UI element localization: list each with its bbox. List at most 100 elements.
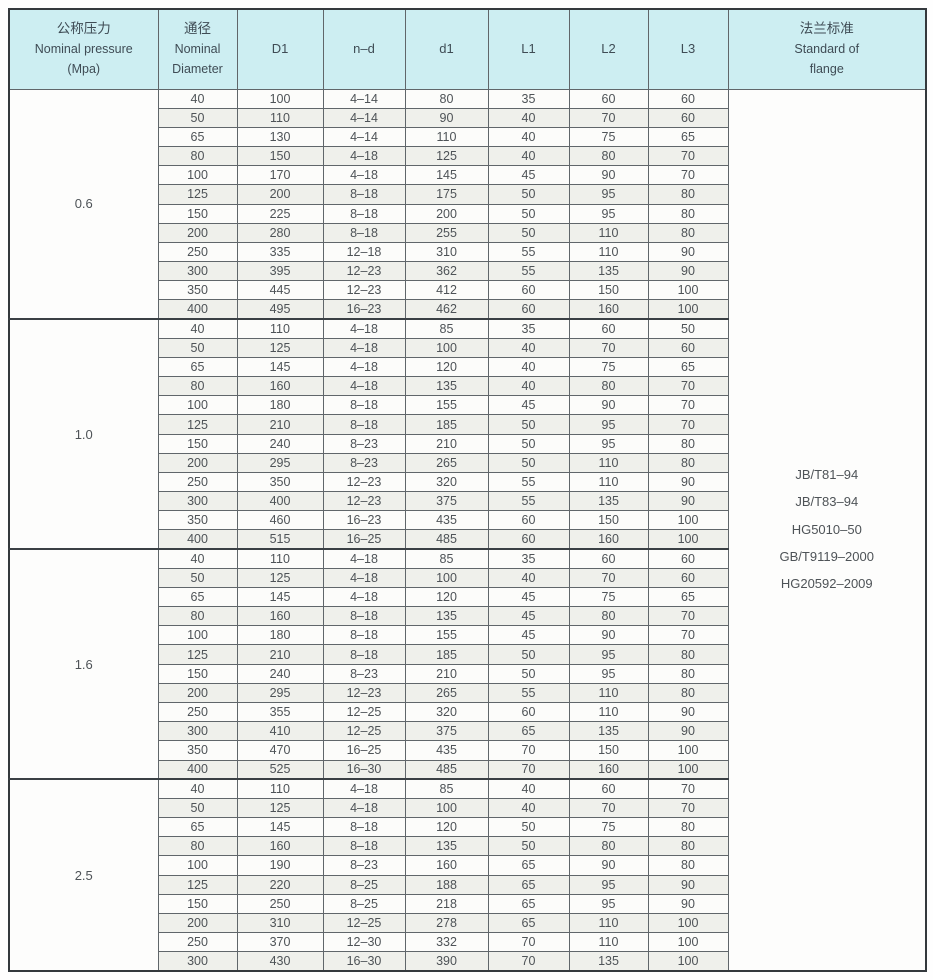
table-row: 150 250 8–25 218 65 95 90 — [9, 893, 926, 914]
data-cell: 80 — [647, 836, 729, 857]
data-cell: 60 — [568, 318, 649, 339]
data-cell: 12–18 — [322, 241, 406, 263]
data-cell: 4–18 — [322, 586, 406, 608]
data-cell: 16–23 — [322, 299, 406, 320]
data-cell: 485 — [404, 759, 489, 780]
data-cell: 50 — [487, 644, 570, 665]
data-cell: 70 — [647, 414, 729, 435]
data-cell: 200 — [157, 452, 238, 473]
data-cell: 145 — [404, 165, 489, 186]
data-cell: 70 — [568, 567, 649, 588]
data-cell: 145 — [236, 586, 324, 608]
data-cell: 16–30 — [322, 951, 406, 972]
data-cell: 50 — [487, 414, 570, 435]
data-cell: 50 — [487, 817, 570, 838]
data-cell: 70 — [647, 797, 729, 819]
data-cell: 250 — [236, 893, 324, 914]
data-cell: 60 — [647, 107, 729, 128]
data-cell: 50 — [487, 836, 570, 857]
data-cell: 145 — [236, 817, 324, 838]
data-cell: 65 — [157, 817, 238, 838]
data-cell: 135 — [404, 836, 489, 857]
data-cell: 90 — [647, 241, 729, 263]
table-row: 150 225 8–18 200 50 95 80 — [9, 203, 926, 224]
data-cell: 278 — [404, 912, 489, 934]
data-cell: 90 — [568, 855, 649, 876]
data-cell: 60 — [647, 548, 729, 569]
table-row: 250 335 12–18 310 55 110 90 — [9, 241, 926, 263]
data-cell: 332 — [404, 932, 489, 953]
data-cell: 95 — [568, 893, 649, 914]
data-cell: 70 — [568, 337, 649, 358]
data-cell: 150 — [568, 740, 649, 761]
data-cell: 100 — [647, 951, 729, 972]
data-cell: 135 — [568, 721, 649, 742]
data-cell: 320 — [404, 701, 489, 723]
data-cell: 80 — [647, 184, 729, 205]
data-cell: 100 — [647, 510, 729, 531]
data-cell: 12–23 — [322, 261, 406, 282]
data-cell: 135 — [404, 376, 489, 397]
data-cell: 110 — [568, 682, 649, 704]
data-cell: 375 — [404, 721, 489, 742]
data-cell: 70 — [487, 759, 570, 780]
data-cell: 300 — [157, 261, 238, 282]
pressure-header-en: Nominal pressure — [34, 42, 133, 57]
data-cell: 100 — [647, 932, 729, 953]
data-cell: 150 — [157, 203, 238, 224]
data-cell: 50 — [157, 567, 238, 588]
data-cell: 300 — [157, 951, 238, 972]
data-cell: 470 — [236, 740, 324, 761]
data-cell: 50 — [647, 318, 729, 339]
data-cell: 55 — [487, 261, 570, 282]
table-row: 300 430 16–30 390 70 135 100 — [9, 951, 926, 972]
data-cell: 265 — [404, 452, 489, 473]
table-row: 50 125 4–18 100 40 70 60 — [9, 337, 926, 358]
data-cell: 35 — [487, 88, 570, 109]
data-cell: 50 — [487, 203, 570, 224]
data-cell: 90 — [404, 107, 489, 128]
data-cell: 100 — [647, 912, 729, 934]
data-cell: 65 — [647, 586, 729, 608]
table-row: 300 410 12–25 375 65 135 90 — [9, 721, 926, 742]
data-cell: 80 — [647, 855, 729, 876]
data-cell: 150 — [568, 280, 649, 301]
data-cell: 40 — [487, 337, 570, 358]
data-cell: 210 — [404, 433, 489, 454]
data-cell: 40 — [157, 778, 238, 799]
standard-name: HG5010–50 — [791, 521, 862, 537]
data-cell: 395 — [236, 261, 324, 282]
data-cell: 16–25 — [322, 529, 406, 550]
data-cell: 75 — [568, 586, 649, 608]
data-cell: 160 — [236, 376, 324, 397]
data-cell: 125 — [236, 567, 324, 588]
data-cell: 40 — [487, 126, 570, 148]
data-cell: 335 — [236, 241, 324, 263]
data-cell: 40 — [487, 356, 570, 378]
data-cell: 445 — [236, 280, 324, 301]
data-cell: 145 — [236, 356, 324, 378]
pressure-group-cell: 0.6 — [8, 88, 159, 320]
data-cell: 400 — [157, 759, 238, 780]
data-cell: 8–18 — [322, 184, 406, 205]
data-cell: 12–25 — [322, 701, 406, 723]
data-cell: 50 — [487, 222, 570, 243]
data-cell: 8–18 — [322, 203, 406, 224]
data-cell: 4–18 — [322, 548, 406, 569]
data-cell: 100 — [647, 529, 729, 550]
data-cell: 135 — [568, 491, 649, 512]
table-row: 125 210 8–18 185 50 95 80 — [9, 644, 926, 665]
data-cell: 110 — [568, 452, 649, 473]
data-cell: 100 — [647, 740, 729, 761]
data-cell: 110 — [236, 548, 324, 569]
data-cell: 255 — [404, 222, 489, 243]
data-cell: 200 — [404, 203, 489, 224]
pressure-group-cell: 1.6 — [8, 548, 159, 780]
data-cell: 155 — [404, 395, 489, 416]
data-cell: 135 — [568, 261, 649, 282]
data-cell: 100 — [157, 855, 238, 876]
data-cell: 218 — [404, 893, 489, 914]
data-cell: 95 — [568, 663, 649, 684]
data-cell: 45 — [487, 395, 570, 416]
